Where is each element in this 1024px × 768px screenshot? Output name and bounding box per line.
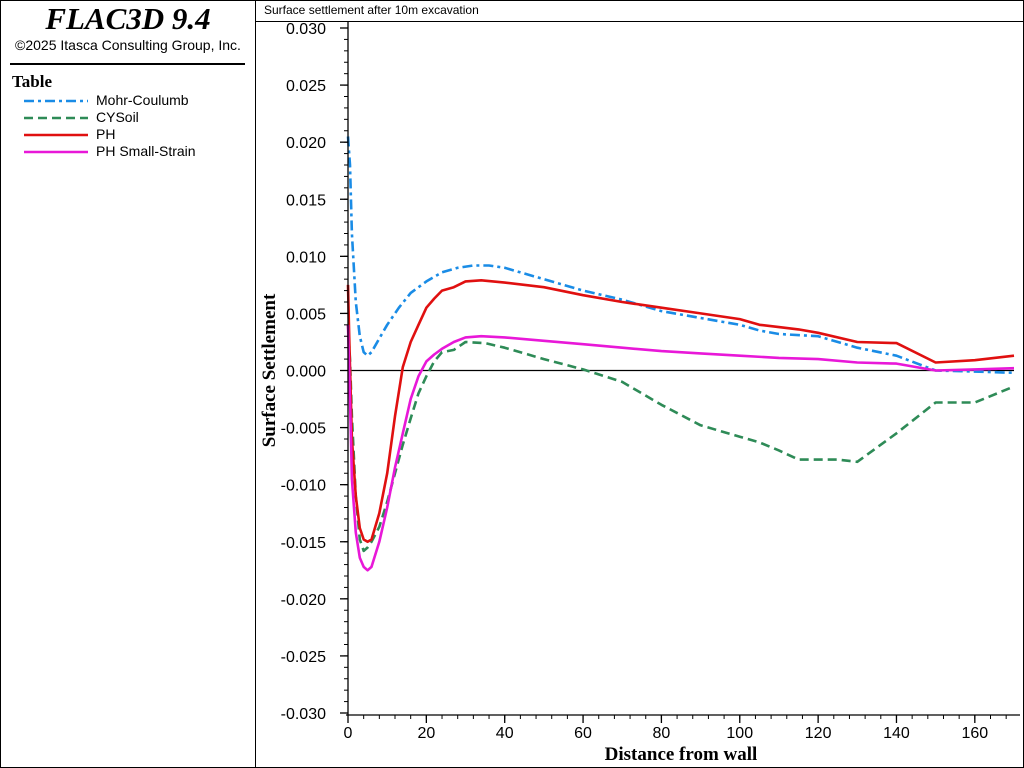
series-line-mohr-coulumb[interactable]: [346, 136, 1015, 375]
legend-label-ph: PH: [96, 126, 116, 142]
y-tick-label: -0.015: [281, 535, 326, 552]
legend-swatch-ph: [24, 133, 88, 137]
copyright-text: ©2025 Itasca Consulting Group, Inc.: [15, 37, 241, 53]
chart-title-bar: Surface settlement after 10m excavation: [256, 0, 1024, 22]
legend-panel: FLAC3D 9.4 ©2025 Itasca Consulting Group…: [0, 0, 256, 768]
legend-swatch-ph-small-strain: [24, 150, 88, 154]
chart-title: Surface settlement after 10m excavation: [264, 3, 479, 17]
x-tick-label: 80: [653, 725, 671, 742]
series-line-ph[interactable]: [346, 278, 1015, 544]
x-tick-label: 60: [574, 725, 592, 742]
legend-item-cysoil[interactable]: CYSoil: [22, 109, 252, 126]
y-tick-label: -0.020: [281, 592, 326, 609]
legend-item-ph-small-strain[interactable]: PH Small-Strain: [22, 143, 252, 160]
legend-divider: [10, 63, 245, 65]
legend-heading: Table: [12, 72, 53, 91]
x-tick-label: 0: [344, 725, 353, 742]
y-tick-label: 0.030: [286, 21, 326, 38]
x-tick-label: 160: [961, 725, 988, 742]
legend-label-cysoil: CYSoil: [96, 109, 139, 125]
x-axis-title: Distance from wall: [605, 744, 758, 765]
x-tick-label: 20: [417, 725, 435, 742]
y-tick-label: 0.010: [286, 249, 326, 266]
legend-item-ph[interactable]: PH: [22, 126, 252, 143]
series-line-ph-small-strain[interactable]: [346, 324, 1015, 572]
legend-item-mohr-coulumb[interactable]: Mohr-Coulumb: [22, 92, 252, 109]
y-tick-label: 0.015: [286, 192, 326, 209]
legend-label-mohr-coulumb: Mohr-Coulumb: [96, 92, 189, 108]
y-axis-title: Surface Settlement: [259, 293, 280, 447]
y-tick-label: 0.020: [286, 135, 326, 152]
y-tick-label: 0.025: [286, 78, 326, 95]
y-tick-label: 0.000: [286, 364, 326, 381]
legend-label-ph-small-strain: PH Small-Strain: [96, 143, 196, 159]
x-tick-label: 40: [496, 725, 514, 742]
x-tick-label: 140: [883, 725, 910, 742]
y-tick-label: -0.010: [281, 478, 326, 495]
x-tick-label: 120: [805, 725, 832, 742]
app-title: FLAC3D 9.4: [45, 1, 211, 36]
x-tick-label: 100: [726, 725, 753, 742]
series-line-cysoil[interactable]: [346, 324, 1015, 553]
y-tick-label: -0.030: [281, 706, 326, 723]
legend-swatch-cysoil: [24, 116, 88, 120]
y-tick-label: 0.005: [286, 306, 326, 323]
y-tick-label: -0.025: [281, 649, 326, 666]
y-tick-label: -0.005: [281, 421, 326, 438]
